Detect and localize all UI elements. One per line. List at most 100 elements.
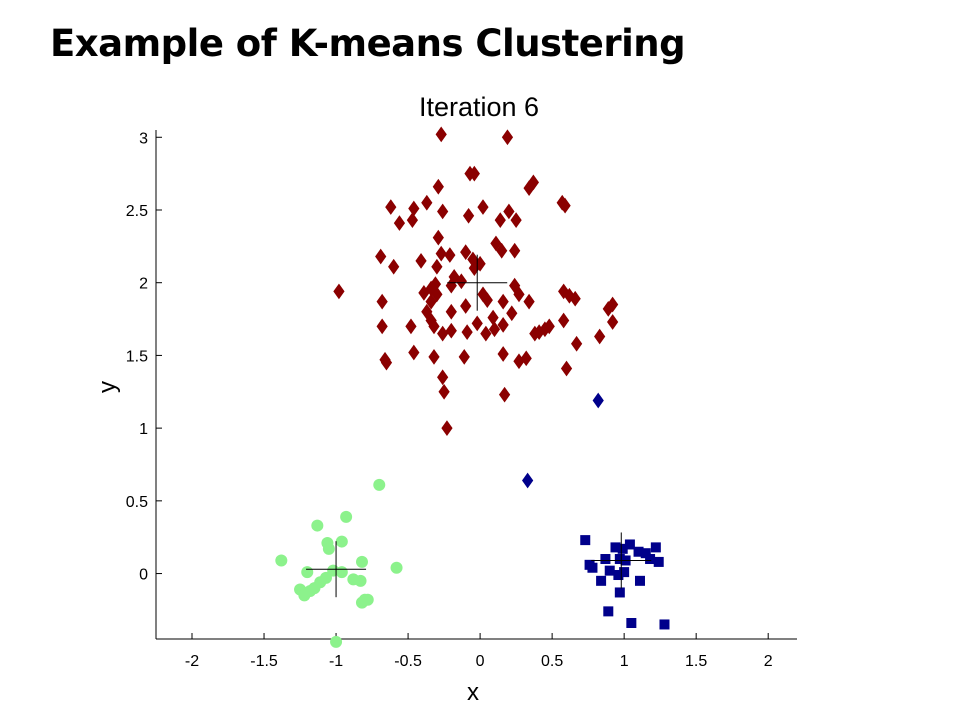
diamond-point bbox=[501, 129, 514, 146]
square-point bbox=[640, 548, 651, 559]
diamond-point bbox=[461, 324, 473, 341]
circle-point bbox=[390, 561, 403, 574]
data-points bbox=[275, 126, 670, 648]
centroid-marker bbox=[447, 254, 508, 311]
diamond-point bbox=[445, 322, 457, 339]
square-point bbox=[659, 619, 670, 630]
diamond-point bbox=[496, 242, 508, 259]
diamond-point bbox=[435, 245, 447, 262]
square-point bbox=[610, 542, 621, 553]
diamond-point bbox=[480, 325, 492, 342]
square-point bbox=[619, 567, 630, 578]
circle-point bbox=[335, 535, 348, 548]
diamond-point bbox=[425, 293, 437, 310]
diamond-point bbox=[529, 325, 541, 342]
diamond-point bbox=[455, 273, 467, 290]
diamond-point bbox=[510, 212, 522, 229]
square-point bbox=[600, 554, 611, 565]
slide-title: Example of K-means Clustering bbox=[50, 22, 686, 65]
y-tick-label: 2 bbox=[139, 276, 148, 293]
y-tick-label: 0 bbox=[139, 567, 148, 584]
diamond-point bbox=[421, 194, 433, 211]
x-tick-label: -0.5 bbox=[394, 653, 422, 670]
diamond-point bbox=[438, 383, 450, 400]
diamond-point bbox=[405, 318, 417, 335]
diamond-point bbox=[458, 349, 470, 365]
diamond-point bbox=[428, 349, 440, 365]
diamond-point bbox=[408, 344, 420, 361]
y-tick-label: 2.5 bbox=[126, 203, 148, 220]
x-axis-label: x bbox=[467, 679, 479, 706]
diamond-point bbox=[437, 203, 449, 220]
y-tick-label: 3 bbox=[139, 130, 148, 147]
circle-point bbox=[301, 566, 314, 579]
square-point bbox=[614, 554, 625, 565]
diamond-point bbox=[522, 472, 534, 489]
x-axis-ticks: -2 -1.5 -1 -0.5 0 0.5 1 1.5 2 bbox=[185, 633, 773, 670]
diamond-point bbox=[432, 229, 444, 246]
x-tick-label: 1.5 bbox=[685, 653, 707, 670]
square-point bbox=[603, 606, 614, 617]
diamond-point bbox=[462, 207, 475, 224]
chart-title: Iteration 6 bbox=[419, 92, 539, 122]
square-point bbox=[617, 543, 628, 554]
centroid-marker bbox=[306, 541, 367, 598]
diamond-point bbox=[506, 305, 518, 322]
diamond-point bbox=[602, 301, 614, 317]
x-tick-label: 2 bbox=[764, 653, 773, 670]
diamond-point bbox=[445, 303, 457, 320]
diamond-point bbox=[431, 258, 443, 275]
diamond-point bbox=[460, 298, 472, 314]
diamond-point bbox=[481, 292, 493, 309]
diamond-point bbox=[592, 392, 604, 409]
diamond-point bbox=[437, 325, 449, 342]
x-tick-label: 0.5 bbox=[541, 653, 563, 670]
circle-point bbox=[311, 519, 324, 532]
y-tick-label: 0.5 bbox=[126, 494, 148, 511]
diamond-point bbox=[376, 318, 388, 335]
diamond-point bbox=[509, 242, 521, 259]
square-point bbox=[614, 587, 625, 598]
square-point bbox=[613, 570, 624, 581]
square-point bbox=[624, 539, 635, 550]
x-tick-label: -2 bbox=[185, 653, 199, 670]
diamond-point bbox=[471, 315, 483, 332]
diamond-point bbox=[497, 293, 509, 310]
square-point bbox=[653, 556, 664, 567]
diamond-point bbox=[520, 350, 532, 367]
diamond-point bbox=[432, 178, 444, 195]
diamond-point bbox=[380, 354, 393, 371]
circle-point bbox=[355, 555, 368, 568]
square-point bbox=[626, 618, 637, 629]
diamond-point bbox=[490, 235, 502, 252]
diamond-point bbox=[558, 312, 570, 329]
diamond-point bbox=[388, 258, 400, 275]
diamond-point bbox=[487, 309, 499, 326]
circle-point bbox=[322, 542, 335, 555]
diamond-point bbox=[393, 215, 406, 231]
diamond-point bbox=[513, 286, 525, 303]
diamond-point bbox=[497, 346, 509, 362]
diamond-point bbox=[494, 212, 506, 229]
diamond-point bbox=[408, 200, 420, 217]
diamond-point bbox=[418, 285, 430, 301]
diamond-point bbox=[460, 244, 472, 261]
diamond-point bbox=[376, 293, 388, 310]
square-point bbox=[596, 575, 607, 586]
diamond-point bbox=[523, 180, 535, 197]
centroid-marker bbox=[591, 532, 652, 589]
square-point bbox=[633, 546, 644, 557]
y-tick-label: 1.5 bbox=[126, 348, 148, 365]
diamond-point bbox=[428, 318, 440, 335]
x-tick-label: -1.5 bbox=[250, 653, 278, 670]
circle-point bbox=[335, 566, 348, 579]
circle-point bbox=[355, 596, 368, 609]
diamond-point bbox=[560, 360, 573, 377]
plot-frame bbox=[155, 130, 797, 640]
diamond-point bbox=[385, 199, 397, 215]
y-tick-label: 1 bbox=[139, 421, 148, 438]
centroids bbox=[306, 254, 652, 598]
x-tick-label: 1 bbox=[620, 653, 629, 670]
diamond-point bbox=[406, 212, 419, 229]
diamond-point bbox=[607, 314, 619, 330]
